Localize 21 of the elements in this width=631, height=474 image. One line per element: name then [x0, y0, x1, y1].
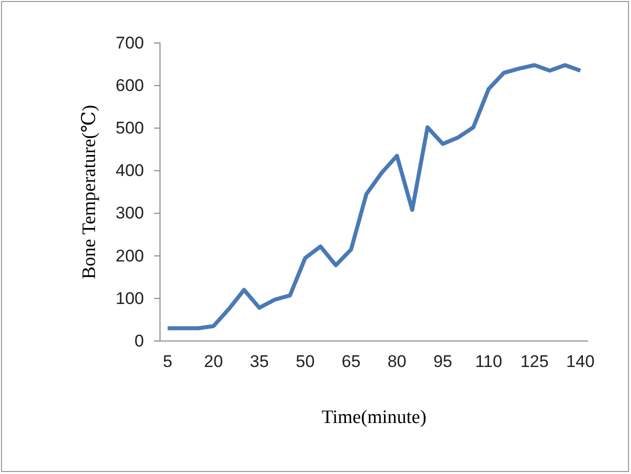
y-tick-label: 100: [116, 288, 144, 308]
y-axis-title: Bone Temperature(℃): [79, 104, 100, 280]
x-axis-title: Time(minute): [322, 407, 426, 428]
x-tick-label: 80: [387, 352, 406, 372]
x-tick-label: 125: [520, 352, 549, 372]
x-tick-label: 140: [566, 352, 595, 372]
x-tick-label: 20: [204, 352, 223, 372]
x-tick-label: 65: [342, 352, 361, 372]
y-tick-label: 700: [116, 33, 144, 52]
y-tick-label: 500: [116, 118, 144, 138]
line-series: [166, 63, 582, 330]
x-tick-label: 35: [250, 352, 269, 372]
y-tick-label: 400: [116, 161, 144, 180]
y-tick-label: 200: [116, 246, 144, 266]
x-tick-label: 95: [433, 352, 452, 372]
x-tick-label: 5: [162, 352, 172, 372]
y-tick-label: 600: [116, 76, 144, 96]
x-tick-label: 110: [475, 352, 502, 372]
y-tick-label: 300: [116, 204, 144, 223]
y-tick-label: 0: [134, 331, 144, 350]
x-tick-label: 50: [296, 352, 315, 372]
